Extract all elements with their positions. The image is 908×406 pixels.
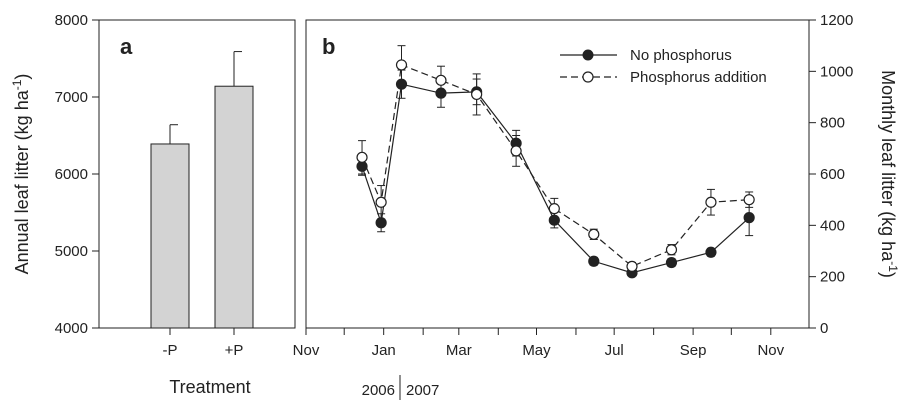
point-s1-11 [743,194,755,206]
bar-1 [214,85,254,329]
panel-b-label: b [322,34,335,59]
x-tick-label-b-1: Jan [372,342,396,359]
legend-marker-phosphorus-addition [582,71,594,83]
point-s1-10 [705,196,717,208]
point-s1-0 [356,151,368,163]
y-tick-label-right-0: 0 [820,320,828,337]
point-s0-1 [375,217,387,229]
point-s1-9 [665,244,678,256]
legend-marker-no-phosphorus [582,49,594,61]
y-tick-label-right-4: 800 [820,115,845,132]
y-axis-label-right: Monthly leaf litter (kg ha-1) [878,70,900,278]
x-axis-label-treatment: Treatment [169,377,250,397]
bar-0 [150,143,190,329]
series-line-1 [361,64,750,268]
point-s0-11 [743,212,755,224]
point-s0-10 [705,246,717,258]
x-tick-label-a-0: -P [163,342,178,359]
y-tick-label-left-4: 8000 [55,12,88,29]
point-s1-6 [548,203,560,215]
y-tick-label-right-6: 1200 [820,12,853,29]
point-s0-7 [588,255,600,267]
point-s1-5 [510,145,522,157]
x-tick-label-b-2: Mar [446,342,472,359]
panel-a-label: a [120,34,133,59]
x-tick-label-a-1: +P [225,342,244,359]
y-tick-label-right-3: 600 [820,166,845,183]
x-tick-label-b-0: Nov [293,342,320,359]
point-s1-2 [395,59,408,71]
y-tick-label-left-3: 7000 [55,89,88,106]
y-tick-label-left-1: 5000 [55,243,88,260]
y-axis-label-left: Annual leaf litter (kg ha-1) [10,74,32,275]
x-tick-label-b-4: Jul [605,342,624,359]
y-tick-label-right-5: 1000 [820,63,853,80]
x-tick-label-b-3: May [522,342,551,359]
point-s0-2 [395,78,408,90]
y-tick-label-right-1: 200 [820,269,845,286]
point-s1-4 [471,88,483,101]
legend: No phosphorus Phosphorus addition [560,47,767,86]
y-tick-label-left-2: 6000 [55,166,88,183]
point-s1-3 [435,74,447,86]
year-label-2007: 2007 [406,382,439,399]
legend-label-no-phosphorus: No phosphorus [630,47,732,64]
year-label-2006: 2006 [362,382,395,399]
point-s1-1 [375,196,387,208]
point-s0-9 [665,256,678,269]
point-s1-8 [626,260,638,272]
x-tick-label-b-5: Sep [680,342,707,359]
series-line-0 [361,83,750,274]
point-s0-6 [548,214,560,226]
x-tick-label-b-6: Nov [757,342,784,359]
y-tick-label-left-0: 4000 [55,320,88,337]
legend-label-phosphorus-addition: Phosphorus addition [630,69,767,86]
panel-b-frame [305,19,810,329]
point-s0-3 [435,87,447,99]
panel-a-frame [98,19,296,329]
point-s1-7 [588,228,600,240]
y-tick-label-right-2: 400 [820,217,845,234]
